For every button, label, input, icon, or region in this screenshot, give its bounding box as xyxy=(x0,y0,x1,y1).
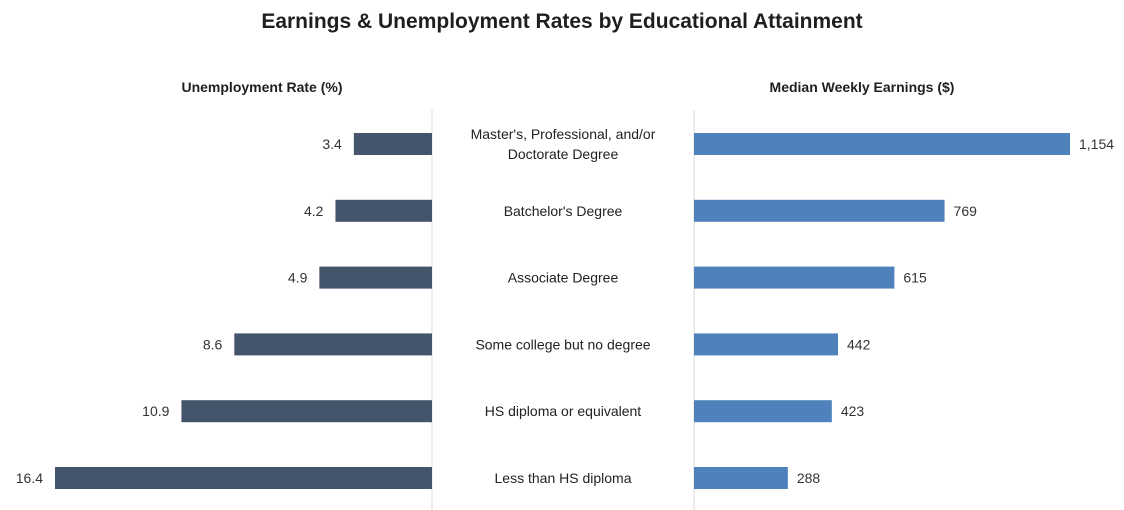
category-label: HS diploma or equivalent xyxy=(485,403,642,419)
unemployment-value-label: 16.4 xyxy=(16,470,43,486)
category-label: Batchelor's Degree xyxy=(504,203,623,219)
left-panel-title: Unemployment Rate (%) xyxy=(181,79,342,95)
unemployment-bar xyxy=(335,199,432,222)
earnings-value-label: 1,154 xyxy=(1079,136,1114,152)
unemployment-value-label: 8.6 xyxy=(203,336,223,352)
category-label: Some college but no degree xyxy=(475,336,650,352)
unemployment-value-label: 3.4 xyxy=(322,136,342,152)
category-label: Associate Degree xyxy=(508,270,619,286)
earnings-bar xyxy=(694,467,788,489)
earnings-value-label: 423 xyxy=(841,403,865,419)
earnings-value-label: 442 xyxy=(847,336,871,352)
unemployment-value-label: 4.2 xyxy=(304,203,324,219)
category-label: Master's, Professional, and/or xyxy=(471,126,656,142)
earnings-value-label: 769 xyxy=(954,203,978,219)
earnings-bar xyxy=(694,266,895,289)
unemployment-bar xyxy=(55,467,432,489)
category-label: Less than HS diploma xyxy=(495,470,632,486)
earnings-bar xyxy=(694,333,839,356)
unemployment-bar xyxy=(181,400,432,423)
unemployment-bar xyxy=(319,266,432,289)
unemployment-value-label: 4.9 xyxy=(288,270,308,286)
earnings-value-label: 615 xyxy=(903,270,927,286)
unemployment-bar xyxy=(234,333,432,356)
earnings-bar xyxy=(694,199,945,222)
chart-title: Earnings & Unemployment Rates by Educati… xyxy=(261,10,862,33)
earnings-bar xyxy=(694,133,1070,155)
chart-marks: 3.4 1,154 Master's, Professional, and/or Do… xyxy=(16,126,1114,489)
earnings-bar xyxy=(694,400,832,423)
category-label: Doctorate Degree xyxy=(508,146,619,162)
unemployment-bar xyxy=(353,133,432,155)
unemployment-value-label: 10.9 xyxy=(142,403,169,419)
earnings-value-label: 288 xyxy=(797,470,821,486)
right-panel-title: Median Weekly Earnings ($) xyxy=(770,79,955,95)
